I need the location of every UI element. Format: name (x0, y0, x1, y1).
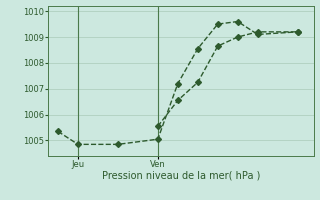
X-axis label: Pression niveau de la mer( hPa ): Pression niveau de la mer( hPa ) (102, 171, 260, 181)
